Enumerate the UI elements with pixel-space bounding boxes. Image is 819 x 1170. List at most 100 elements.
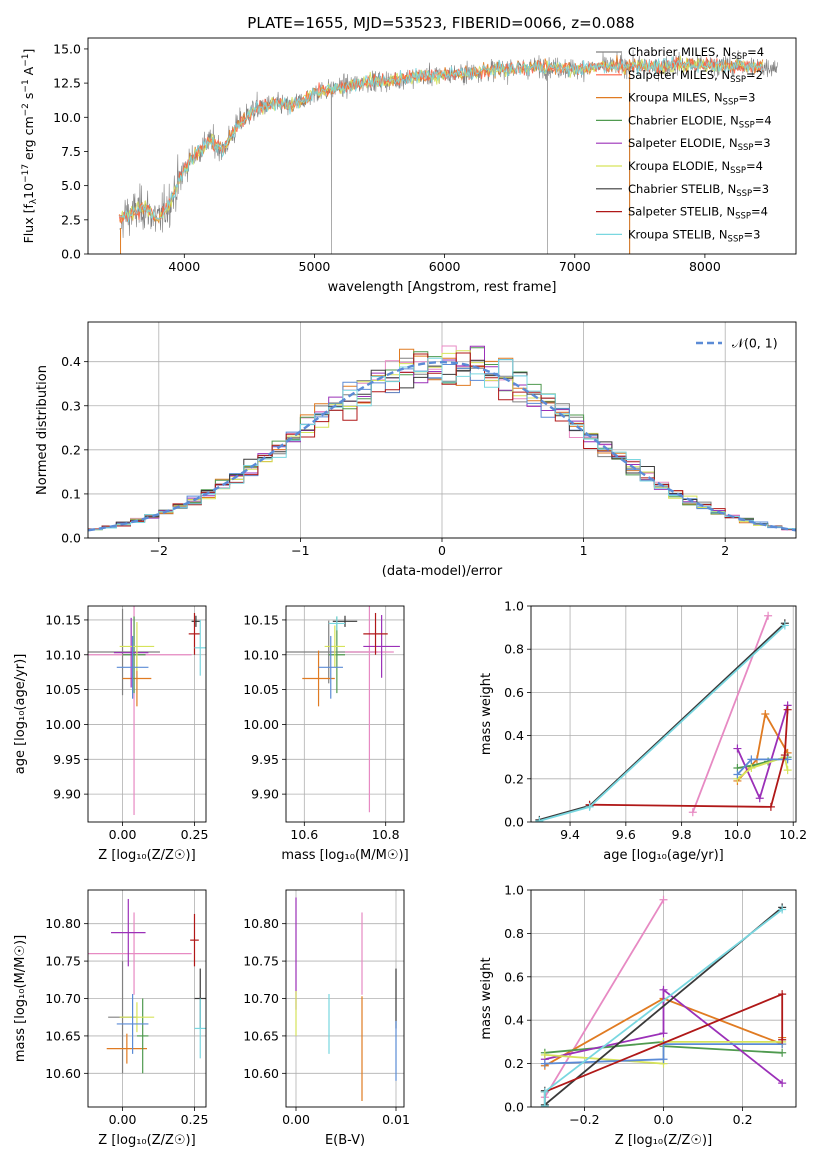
weight-marker xyxy=(778,1035,787,1044)
y-axis-label: age [log₁₀(age/yr)] xyxy=(13,654,28,775)
residual-histogram-panel: −2 −1 0 1 2 0.0 0.1 0.2 0.3 0.4 (data-model)/error… xyxy=(35,321,797,579)
weight-marker xyxy=(783,705,792,714)
y-axis-label-part: −2 xyxy=(21,103,31,116)
y-tick-label: 1.0 xyxy=(504,599,524,614)
x-axis-label: wavelength [Angstrom, rest frame] xyxy=(328,280,557,295)
weight-series xyxy=(544,899,665,1098)
error-bar-point xyxy=(363,612,388,655)
y-axis-label: Flux [fλ10−17 erg cm−2 s−1 A−1] xyxy=(21,49,39,244)
axes-frame xyxy=(87,321,797,539)
x-axis-label: Z [log₁₀(Z/Z☉)] xyxy=(98,1133,195,1148)
y-tick-label: 0.6 xyxy=(504,969,524,984)
legend-text: Salpeter ELODIE, N xyxy=(628,136,738,150)
x-tick-label: 9.8 xyxy=(672,827,692,842)
grid xyxy=(88,606,206,822)
y-tick-label: 10.00 xyxy=(45,717,81,732)
y-axis-label: mass weight xyxy=(479,957,494,1039)
weight-marker xyxy=(780,621,789,630)
error-bar-point xyxy=(191,615,201,627)
y-tick-label: 0.2 xyxy=(61,442,81,457)
legend-entry: Chabrier STELIB, NSSP=3 xyxy=(628,182,769,199)
y-axis-label-part: λ xyxy=(29,198,39,204)
weight-vs-metallicity-panel: −0.2 0.0 0.2 0.0 0.2 0.4 0.6 0.8 1.0 Z [log₁₀(Z/Z… xyxy=(479,883,797,1148)
x-tick-label: 0.00 xyxy=(109,1112,137,1127)
y-tick-label: 5.0 xyxy=(61,178,81,193)
x-tick-label: 0.01 xyxy=(382,1112,410,1127)
error-bar-point xyxy=(194,998,206,1059)
y-axis-label: mass [log₁₀(M/M☉)] xyxy=(13,935,28,1062)
plot-area xyxy=(88,345,796,532)
weight-series xyxy=(589,709,789,808)
y-axis-label-part: erg cm xyxy=(21,116,36,164)
y-tick-label: 10.70 xyxy=(45,991,81,1006)
y-tick-label: 0.4 xyxy=(504,1013,524,1028)
weight-marker xyxy=(540,1059,549,1068)
legend-suffix: =3 xyxy=(754,136,771,150)
x-axis-label: (data-model)/error xyxy=(382,564,503,579)
x-tick-label: 10.6 xyxy=(290,827,318,842)
error-bar-point xyxy=(116,994,149,1054)
y-tick-label: 10.80 xyxy=(243,916,279,931)
y-tick-label: 0.4 xyxy=(61,354,81,369)
weight-marker xyxy=(733,770,742,779)
legend-text: Kroupa ELODIE, N xyxy=(628,159,730,173)
plot-area xyxy=(88,898,206,1074)
legend-subscript: SSP xyxy=(728,234,744,244)
error-bar-point xyxy=(345,606,394,813)
legend-entry: Salpeter STELIB, NSSP=4 xyxy=(628,205,768,222)
y-tick-label: 0.8 xyxy=(504,642,524,657)
axes-frame xyxy=(285,889,405,1108)
weight-marker xyxy=(766,802,775,811)
weight-series xyxy=(544,1043,783,1065)
y-tick-label: 10.15 xyxy=(45,612,81,627)
error-bar-point xyxy=(111,898,146,967)
legend-text: Chabrier ELODIE, N xyxy=(628,113,739,127)
y-tick-label: 0.8 xyxy=(504,926,524,941)
x-tick-label: 0.25 xyxy=(181,1112,209,1127)
weight-marker xyxy=(535,816,544,822)
x-tick-label: 4000 xyxy=(168,259,200,274)
y-tick-label: 10.60 xyxy=(243,1066,279,1081)
y-tick-label: 10.05 xyxy=(243,682,279,697)
weight-marker xyxy=(688,808,697,817)
weight-marker xyxy=(747,764,756,772)
error-bar-point xyxy=(328,616,345,631)
y-tick-label: 0.2 xyxy=(504,771,524,786)
y-tick-label: 10.60 xyxy=(45,1066,81,1081)
legend-suffix: =4 xyxy=(755,113,772,127)
y-tick-label: 7.5 xyxy=(61,144,81,159)
x-tick-label: 0 xyxy=(438,543,446,558)
y-axis-label: Normed distribution xyxy=(35,365,50,495)
y-tick-label: 10.15 xyxy=(243,612,279,627)
x-axis-label: Z [log₁₀(Z/Z☉)] xyxy=(98,848,195,863)
y-tick-label: 0.0 xyxy=(504,1100,524,1115)
y-axis-label-part: s xyxy=(21,93,36,104)
legend-entry: Kroupa STELIB, NSSP=3 xyxy=(628,227,760,244)
age-vs-metallicity-panel: 0.00 0.25 9.90 9.95 10.00 10.05 10.10 10.15 Z [l… xyxy=(13,605,208,863)
y-tick-label: 12.5 xyxy=(53,76,81,91)
figure-title: PLATE=1655, MJD=53523, FIBERID=0066, z=0… xyxy=(247,14,634,32)
legend-entry: Salpeter ELODIE, NSSP=3 xyxy=(628,136,771,153)
weight-marker xyxy=(783,766,792,775)
legend-entry: Kroupa MILES, NSSP=3 xyxy=(628,91,755,108)
mass-vs-extinction-panel: 0.00 0.01 10.60 10.65 10.70 10.75 10.80 E(B-V) xyxy=(243,889,410,1148)
y-axis-label-part: −1 xyxy=(21,79,31,92)
legend-text: Salpeter MILES, N xyxy=(628,68,730,82)
weight-marker xyxy=(778,990,787,999)
axes-frame xyxy=(530,889,797,1108)
weight-marker xyxy=(540,1101,549,1107)
x-tick-label: 0.2 xyxy=(733,1112,753,1127)
weight-marker xyxy=(778,905,787,914)
y-tick-label: 10.75 xyxy=(45,954,81,969)
x-tick-label: 8000 xyxy=(689,259,721,274)
legend-subscript: SSP xyxy=(723,98,739,108)
y-axis-label-part: ] xyxy=(21,49,36,54)
plot-area xyxy=(286,606,400,813)
error-bar-point xyxy=(302,650,335,707)
legend-text: Kroupa MILES, N xyxy=(628,91,723,105)
weight-marker xyxy=(780,751,789,760)
weight-marker xyxy=(764,611,773,620)
x-tick-label: −0.2 xyxy=(569,1112,599,1127)
weight-marker xyxy=(659,895,668,904)
